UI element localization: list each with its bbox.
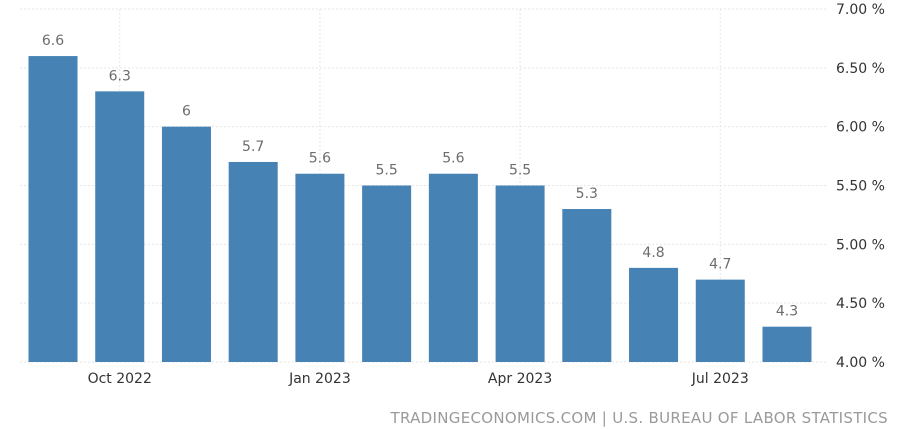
y-tick-label: 4.00 % xyxy=(836,355,885,371)
bar-value-label: 4.3 xyxy=(776,304,798,320)
bar[interactable] xyxy=(95,91,145,362)
y-tick-label: 4.50 % xyxy=(836,296,885,312)
bar-value-label: 5.6 xyxy=(309,151,331,167)
y-axis: 4.00 % 4.50 % 5.00 % 5.50 % 6.00 % 6.50 % 7.00… xyxy=(836,2,885,371)
source-attribution: TRADINGECONOMICS.COM | U.S. BUREAU OF LA… xyxy=(390,409,888,427)
bar-value-label: 6.3 xyxy=(109,68,131,84)
bar[interactable] xyxy=(495,185,545,363)
x-axis: Oct 2022 Jan 2023 Apr 2023 Jul 2023 xyxy=(88,371,749,387)
y-tick-label: 6.00 % xyxy=(836,120,885,136)
y-tick-label: 6.50 % xyxy=(836,61,885,77)
bar[interactable] xyxy=(228,161,278,362)
bar[interactable] xyxy=(362,185,412,363)
x-tick-label: Oct 2022 xyxy=(88,371,152,387)
bars-layer xyxy=(28,56,812,363)
bar-value-label: 6.6 xyxy=(42,33,64,49)
bar[interactable] xyxy=(695,279,745,362)
x-tick-label: Jul 2023 xyxy=(691,371,749,387)
y-tick-label: 7.00 % xyxy=(836,2,885,18)
bar-value-label: 5.3 xyxy=(576,186,598,202)
y-tick-label: 5.50 % xyxy=(836,179,885,195)
bar[interactable] xyxy=(161,126,211,363)
x-tick-label: Jan 2023 xyxy=(288,371,351,387)
bar[interactable] xyxy=(295,173,345,362)
bar[interactable] xyxy=(762,326,812,362)
bar-value-label: 5.7 xyxy=(242,139,264,155)
bar[interactable] xyxy=(28,56,78,363)
bar[interactable] xyxy=(428,173,478,362)
bar-value-label: 4.8 xyxy=(642,245,664,261)
bar-value-label: 5.5 xyxy=(509,163,531,179)
bar[interactable] xyxy=(562,209,612,362)
bar-value-label: 6 xyxy=(182,104,191,120)
bar-value-label: 4.7 xyxy=(709,257,731,273)
bar[interactable] xyxy=(629,267,679,362)
bar-value-label: 5.5 xyxy=(376,163,398,179)
value-labels-layer: 6.6 6.3 6 5.7 5.6 5.5 5.6 5.5 5.3 4.8 4.7 4.3 xyxy=(42,33,798,320)
bar-value-label: 5.6 xyxy=(442,151,464,167)
y-tick-label: 5.00 % xyxy=(836,237,885,253)
x-tick-label: Apr 2023 xyxy=(488,371,552,387)
